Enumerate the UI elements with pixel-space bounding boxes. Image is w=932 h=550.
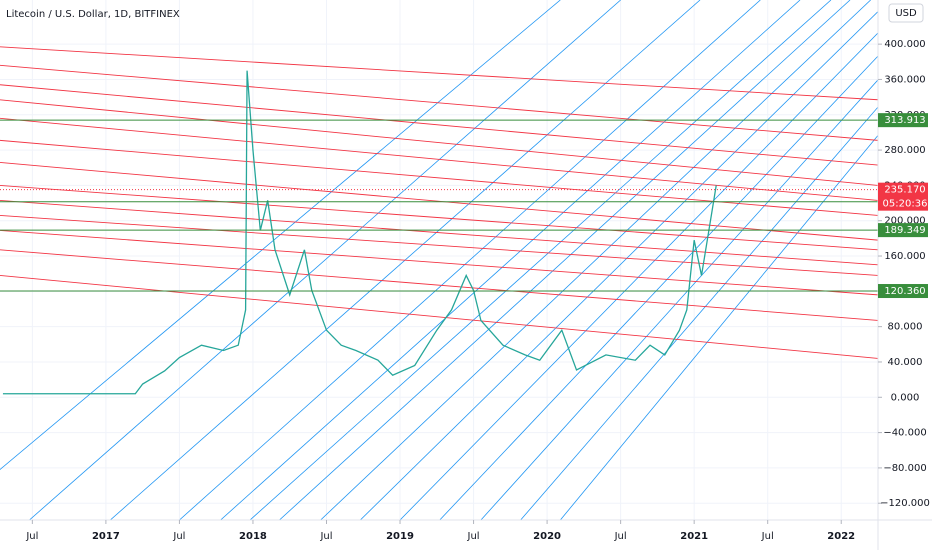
y-tick-label: 280.000 bbox=[884, 145, 925, 156]
y-tick-label: 0.000 bbox=[891, 392, 920, 403]
y-tick-label: 80.000 bbox=[888, 322, 923, 333]
x-tick-label: 2019 bbox=[386, 531, 414, 542]
x-tick-label: Jul bbox=[172, 531, 185, 542]
chart-title: Litecoin / U.S. Dollar, 1D, BITFINEX bbox=[6, 9, 180, 20]
trend-line bbox=[220, 0, 801, 520]
trend-line bbox=[320, 0, 871, 520]
x-tick-label: 2017 bbox=[92, 531, 120, 542]
trend-line bbox=[0, 117, 878, 201]
last-price-label: 235.170 bbox=[884, 185, 925, 196]
currency-button[interactable] bbox=[888, 3, 924, 23]
x-tick-label: 2020 bbox=[533, 531, 561, 542]
x-tick-label: Jul bbox=[614, 531, 627, 542]
trend-line bbox=[0, 275, 878, 359]
trend-line bbox=[0, 84, 878, 166]
trend-line bbox=[0, 184, 878, 251]
trend-line bbox=[0, 161, 878, 241]
x-tick-label: Jul bbox=[319, 531, 332, 542]
trend-line bbox=[0, 139, 878, 216]
trend-line bbox=[279, 0, 851, 520]
y-tick-label: −120.000 bbox=[880, 498, 930, 509]
level-label-bg bbox=[878, 223, 928, 238]
y-tick-label: 360.000 bbox=[884, 74, 925, 85]
y-tick-label: −80.000 bbox=[883, 463, 926, 474]
trend-line bbox=[0, 199, 878, 266]
level-label: 120.360 bbox=[884, 286, 925, 297]
trend-line bbox=[520, 106, 878, 520]
trend-line bbox=[0, 0, 561, 471]
x-tick-label: Jul bbox=[467, 531, 480, 542]
x-tick-label: 2022 bbox=[827, 531, 855, 542]
trend-line bbox=[360, 10, 878, 520]
price-line bbox=[2, 70, 717, 395]
trend-line bbox=[179, 0, 761, 520]
x-tick-label: 2021 bbox=[680, 531, 708, 542]
y-tick-label: 40.000 bbox=[888, 357, 923, 368]
trend-line bbox=[29, 0, 621, 520]
x-tick-label: Jul bbox=[25, 531, 38, 542]
trend-line bbox=[249, 0, 832, 520]
trend-line bbox=[0, 214, 878, 276]
currency[interactable]: USD bbox=[895, 8, 917, 19]
trend-line bbox=[0, 249, 878, 321]
trend-line bbox=[0, 99, 878, 186]
last-price-bg bbox=[878, 182, 928, 211]
level-label-bg bbox=[878, 113, 928, 128]
trend-line bbox=[0, 64, 878, 141]
trend-line bbox=[0, 46, 878, 101]
trend-line bbox=[560, 134, 878, 520]
trend-line bbox=[439, 55, 878, 520]
y-tick-label: −40.000 bbox=[883, 428, 926, 439]
x-tick-label: 2018 bbox=[239, 531, 267, 542]
trend-line bbox=[480, 79, 878, 520]
trend-line bbox=[0, 229, 878, 296]
x-tick-label: Jul bbox=[761, 531, 774, 542]
level-label: 313.913 bbox=[884, 115, 925, 126]
level-label: 189.349 bbox=[884, 225, 925, 236]
plot-area bbox=[0, 0, 878, 520]
level-label-bg bbox=[878, 284, 928, 299]
y-tick-label: 200.000 bbox=[884, 216, 925, 227]
y-tick-label: 400.000 bbox=[884, 39, 925, 50]
y-tick-label: 160.000 bbox=[884, 251, 925, 262]
countdown: 05:20:36 bbox=[883, 199, 928, 210]
